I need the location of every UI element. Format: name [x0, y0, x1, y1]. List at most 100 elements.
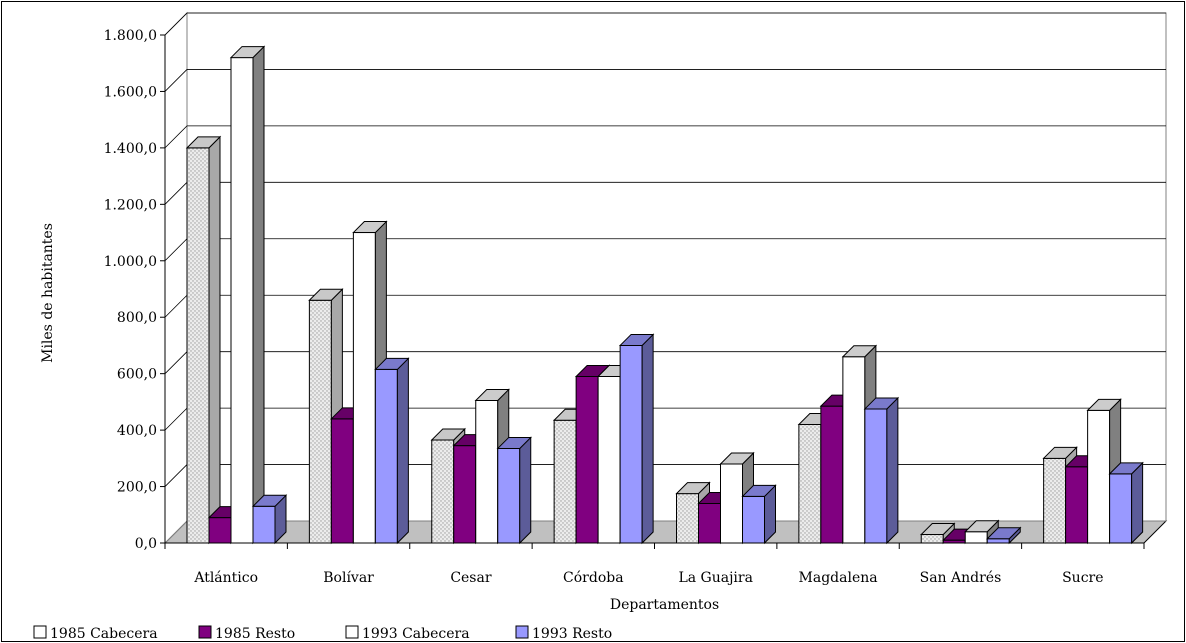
bar-front — [676, 493, 699, 544]
bar — [863, 396, 900, 545]
bar-front — [619, 344, 643, 544]
bar-front — [230, 57, 254, 544]
bar-side — [641, 333, 654, 545]
bar-front — [742, 495, 765, 544]
x-tick-label: Córdoba — [563, 570, 624, 586]
y-tick-label: 1.800,0 — [104, 28, 157, 44]
x-tick-label: Cesar — [450, 570, 492, 586]
bar-front — [964, 531, 988, 544]
y-tick-label: 800,0 — [117, 310, 157, 326]
bar — [920, 522, 956, 545]
bar-side — [208, 135, 221, 545]
bar-front — [1087, 409, 1111, 544]
x-tick-label: La Guajira — [678, 570, 753, 586]
bar-top — [986, 527, 1022, 540]
legend-swatch — [515, 625, 529, 639]
bar-front — [330, 418, 354, 544]
y-tick-label: 600,0 — [117, 367, 157, 383]
y-tick-label: 200,0 — [117, 480, 157, 496]
legend-label: 1985 Resto — [215, 626, 295, 642]
bar-front — [431, 439, 455, 544]
bar-front — [497, 447, 521, 544]
bar-top — [1086, 398, 1122, 411]
gridline — [164, 125, 1166, 149]
bar-top — [1042, 446, 1078, 459]
bar-front — [1065, 466, 1089, 544]
bar-front — [208, 517, 232, 544]
bar-top — [719, 452, 755, 465]
legend-swatch — [198, 625, 212, 639]
bar — [251, 494, 288, 545]
bar-top — [863, 397, 900, 410]
bar-side — [886, 396, 899, 545]
bar-side — [252, 45, 265, 545]
bar-top — [308, 288, 344, 301]
bar-front — [1109, 473, 1133, 544]
bar — [618, 333, 655, 545]
bar-top — [1108, 462, 1144, 475]
bar — [496, 436, 532, 545]
bar — [986, 526, 1022, 545]
x-tick-label: Atlántico — [193, 570, 258, 586]
y-tick-label: 400,0 — [117, 423, 157, 439]
bar-top — [185, 136, 222, 149]
bar — [229, 45, 266, 545]
bar-side — [519, 436, 532, 545]
bar-top — [430, 428, 466, 441]
bar-front — [553, 419, 577, 544]
bar — [374, 357, 410, 545]
bar-top — [741, 484, 777, 497]
legend-swatch — [345, 625, 359, 639]
bar-top — [474, 388, 510, 401]
bar-front — [1043, 457, 1067, 544]
bar-front — [475, 399, 499, 544]
bar — [741, 484, 777, 545]
bar-top — [251, 494, 288, 507]
bar-front — [575, 375, 599, 544]
bar-top — [964, 520, 1000, 533]
x-tick-label: Bolívar — [323, 570, 374, 586]
bar-front — [864, 408, 888, 544]
x-tick-label: Magdalena — [799, 570, 878, 586]
legend-label: 1993 Resto — [532, 626, 612, 642]
bar-front — [374, 368, 398, 544]
bar-front — [252, 505, 276, 544]
gridline — [164, 69, 1166, 92]
bar-front — [352, 232, 376, 544]
bar-front — [308, 299, 332, 544]
bar-front — [186, 147, 210, 544]
y-tick-label: 0,0 — [135, 536, 157, 552]
chart-side-wall — [164, 11, 188, 545]
bar-top — [374, 357, 410, 370]
bar-front — [720, 463, 743, 544]
bar-side — [1131, 461, 1144, 545]
x-tick-label: Sucre — [1062, 570, 1103, 586]
bar-top — [618, 333, 655, 346]
bar-top — [229, 46, 266, 59]
bar — [1108, 461, 1144, 545]
x-tick-label: San Andrés — [920, 570, 1002, 586]
legend-swatch — [33, 625, 47, 639]
bar-front — [920, 534, 944, 544]
bar-front — [986, 538, 1010, 544]
bar-front — [698, 502, 721, 544]
y-tick-label: 1.600,0 — [104, 84, 157, 100]
bar-top — [352, 221, 388, 234]
legend-label: 1985 Cabecera — [50, 626, 158, 642]
bar-top — [920, 523, 956, 536]
y-tick-label: 1.200,0 — [104, 197, 157, 213]
gridline — [164, 12, 1166, 36]
bar-front — [842, 356, 866, 544]
y-tick-label: 1.400,0 — [104, 141, 157, 157]
bar — [841, 344, 878, 545]
bar-side — [396, 357, 409, 545]
bar — [185, 135, 222, 545]
bar-top — [496, 436, 532, 449]
x-axis-title: Departamentos — [610, 597, 719, 613]
bar-top — [841, 345, 878, 358]
bar-front — [597, 375, 621, 544]
bar-front — [820, 405, 844, 544]
bar-front — [798, 423, 822, 544]
